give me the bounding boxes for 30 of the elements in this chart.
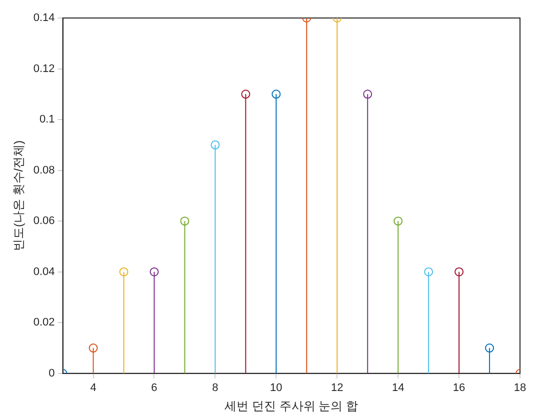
point (363, 90, 372, 99)
point (485, 344, 494, 353)
y-tick-label: 0.12 (33, 62, 55, 75)
point (210, 140, 220, 150)
x-axis-title: 세번 던진 주사위 눈의 합 (224, 399, 358, 414)
point (424, 267, 434, 276)
y-tick-label: 0.08 (33, 164, 55, 176)
x-tick-label: 14 (392, 382, 404, 394)
point (119, 267, 128, 276)
x-tick-label: 16 (452, 382, 466, 394)
point (272, 90, 281, 99)
y-tick-label: 0.06 (33, 215, 55, 228)
point (150, 267, 159, 276)
y-tick-label: 0.14 (33, 12, 55, 24)
y-tick-label: 0 (48, 367, 55, 380)
point (394, 216, 403, 226)
x-tick-label: 12 (331, 382, 344, 394)
y-tick-label: 0.04 (33, 266, 55, 278)
y-tick-label: 0.02 (33, 316, 55, 329)
x-tick-label: 4 (90, 382, 96, 394)
point (241, 90, 250, 99)
x-tick-label: 8 (212, 382, 218, 394)
y-tick-label: 0.1 (40, 114, 55, 126)
point (88, 344, 98, 353)
y-axis-title: 빈도(나온 횟수/전체) (12, 140, 26, 252)
x-tick-label: 18 (514, 382, 526, 394)
x-tick-label: 6 (151, 382, 158, 394)
point (454, 267, 464, 276)
point (180, 216, 190, 226)
x-tick-label: 10 (270, 382, 282, 394)
